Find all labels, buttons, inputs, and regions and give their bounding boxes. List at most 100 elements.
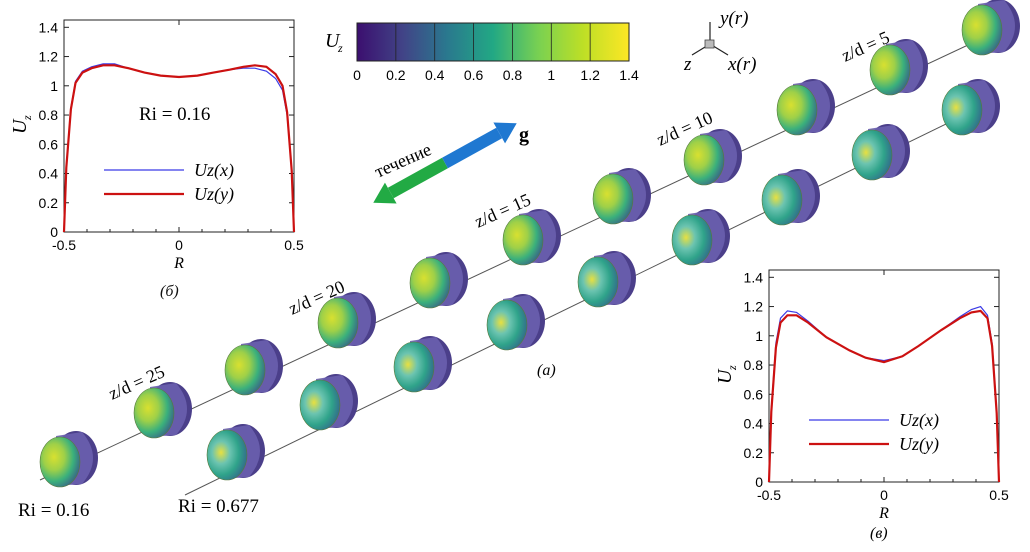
row-label-ri0677: Ri = 0.677 [178, 496, 259, 517]
flow-arrow [373, 122, 517, 204]
colorbar-tick-label: 1.4 [619, 67, 639, 83]
legend-entry-uzy: Uz(y) [194, 184, 234, 205]
cylinder-face [941, 84, 983, 136]
isosurface-ri0677 [941, 79, 1000, 136]
isosurface-ri016 [409, 252, 468, 309]
y-tick-label: 0.4 [744, 416, 764, 432]
legend-entry-uzx: Uz(x) [899, 410, 939, 431]
panel-label-v: (в) [870, 525, 888, 542]
x-tick-label: 0 [175, 237, 183, 253]
isosurface-ri016 [502, 209, 561, 266]
y-axis-label: U [9, 118, 31, 134]
gravity-label: g [519, 124, 529, 146]
colorbar-tick-label: 0.4 [425, 67, 445, 83]
isosurface-ri0677 [851, 124, 910, 181]
isosurface-ri0677 [206, 424, 265, 481]
cylinder-face [317, 297, 359, 349]
y-tick-label: 1.2 [744, 299, 764, 315]
y-tick-label: 0.6 [744, 386, 764, 402]
isosurface-ri016 [592, 168, 651, 225]
isosurface-ri0677 [393, 336, 452, 393]
x-tick-label: -0.5 [52, 237, 76, 253]
cylinder-face [502, 214, 544, 266]
isosurface-ri0677 [761, 169, 820, 226]
colorbar-tick-label: 1.2 [580, 67, 600, 83]
axes-triad-icon [691, 22, 729, 56]
isosurface-ri016 [133, 382, 192, 439]
cylinder-face [206, 429, 248, 481]
panel-label-a: (а) [537, 362, 556, 379]
x-tick-label: 0 [880, 487, 888, 503]
y-axis-label: U [714, 368, 736, 384]
isosurface-ri016 [317, 292, 376, 349]
colorbar-tick-label: 0.6 [464, 67, 484, 83]
y-tick-label: 1.4 [744, 269, 764, 285]
y-tick-label: 0 [50, 224, 58, 240]
cylinder-face [39, 436, 81, 488]
colorbar-label-sub: z [337, 41, 343, 55]
colorbar-tick-label: 1 [547, 67, 555, 83]
legend-entry-uzx: Uz(x) [194, 160, 234, 181]
colorbar-label: U [325, 30, 341, 52]
cylinder-face [869, 44, 911, 96]
triad-y-label: y(r) [718, 8, 748, 29]
isosurface-ri0677 [577, 251, 636, 308]
isosurface-ri016 [961, 0, 1020, 56]
x-tick-label: 0.5 [989, 487, 1009, 503]
isosurface-ri016 [683, 129, 742, 186]
y-tick-label: 0.2 [744, 445, 764, 461]
isosurface-ri0677 [486, 294, 545, 351]
x-axis-label: R [173, 255, 184, 272]
chart-v: 00.20.40.60.811.21.4-0.5 0 0.5RUzUz(x)Uz(y… [714, 269, 1009, 522]
triad-x-label: x(r) [727, 54, 756, 75]
colorbar-tick-label: 0.2 [386, 67, 406, 83]
series-line-uzy [62, 64, 296, 233]
isosurface-ri016 [39, 431, 98, 488]
isosurface-ri016 [869, 39, 928, 96]
y-tick-label: 0.4 [39, 166, 59, 182]
cylinder-face [961, 4, 1003, 56]
series-line-uzx [768, 305, 1000, 483]
y-axis-label-sub: z [20, 115, 34, 121]
row-label-ri016: Ri = 0.16 [18, 500, 89, 521]
cylinder-face [409, 257, 451, 309]
cylinder-face [592, 173, 634, 225]
y-tick-label: 1 [50, 78, 58, 94]
isosurface-ri0677 [671, 209, 730, 266]
cylinder-face [299, 379, 341, 431]
x-tick-label: -0.5 [757, 487, 781, 503]
panel-label-b: (б) [160, 283, 179, 300]
triad-z-label: z [683, 54, 692, 75]
chart-b: 00.20.40.60.811.21.4-0.5 0 0.5RUzUz(x)Uz(y… [9, 19, 304, 272]
y-tick-label: 0.8 [39, 107, 59, 123]
y-tick-label: 0.2 [39, 195, 59, 211]
y-tick-label: 1 [755, 328, 763, 344]
colorbar-tick-label: 0 [353, 67, 361, 83]
isosurface-ri0677 [299, 374, 358, 431]
y-axis-label-sub: z [725, 365, 739, 371]
isosurface-ri016 [776, 79, 835, 136]
cylinder-face [851, 129, 893, 181]
y-tick-label: 1.2 [39, 49, 59, 65]
cylinder-face [776, 84, 818, 136]
cylinder-face [486, 299, 528, 351]
cylinder-face [671, 214, 713, 266]
annotation-ri: Ri = 0.16 [139, 104, 210, 125]
isosurface-ri016 [224, 339, 283, 396]
x-axis-label: R [878, 505, 889, 522]
y-tick-label: 0 [755, 474, 763, 490]
colorbar-tick-label: 0.8 [503, 67, 523, 83]
y-tick-label: 0.8 [744, 357, 764, 373]
cylinder-face [224, 344, 266, 396]
cylinder-face [133, 387, 175, 439]
colorbar [356, 22, 630, 62]
cylinder-face [761, 174, 803, 226]
cylinder-face [577, 256, 619, 308]
cylinder-face [393, 341, 435, 393]
y-tick-label: 1.4 [39, 19, 59, 35]
series-line-uzy [767, 309, 1001, 483]
cylinder-face [683, 134, 725, 186]
y-tick-label: 0.6 [39, 136, 59, 152]
legend-entry-uzy: Uz(y) [899, 434, 939, 455]
